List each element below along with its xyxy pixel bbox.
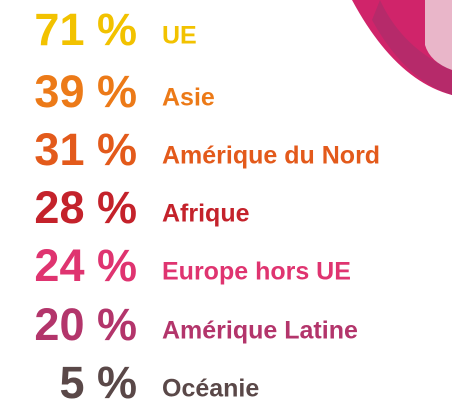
region: Europe hors UE (162, 258, 351, 286)
region: Afrique (162, 200, 250, 228)
region: Amérique Latine (162, 317, 358, 345)
region: Amérique du Nord (162, 142, 380, 170)
percent: 5 % (59, 357, 137, 408)
region: UE (162, 22, 197, 50)
corner-decoration (352, 0, 452, 95)
percent: 39 % (34, 66, 137, 117)
percent: 24 % (34, 240, 137, 291)
infographic: 71 % UE 39 % Asie 31 % Amérique du Nord 28 % Af… (0, 0, 452, 410)
percent: 71 % (34, 4, 137, 55)
list: 71 % UE 39 % Asie 31 % Amérique du Nord 28 % Af… (34, 4, 380, 408)
percent: 31 % (34, 124, 137, 175)
percent: 20 % (34, 299, 137, 350)
percent: 28 % (34, 182, 137, 233)
region: Océanie (162, 375, 259, 403)
region: Asie (162, 84, 215, 112)
